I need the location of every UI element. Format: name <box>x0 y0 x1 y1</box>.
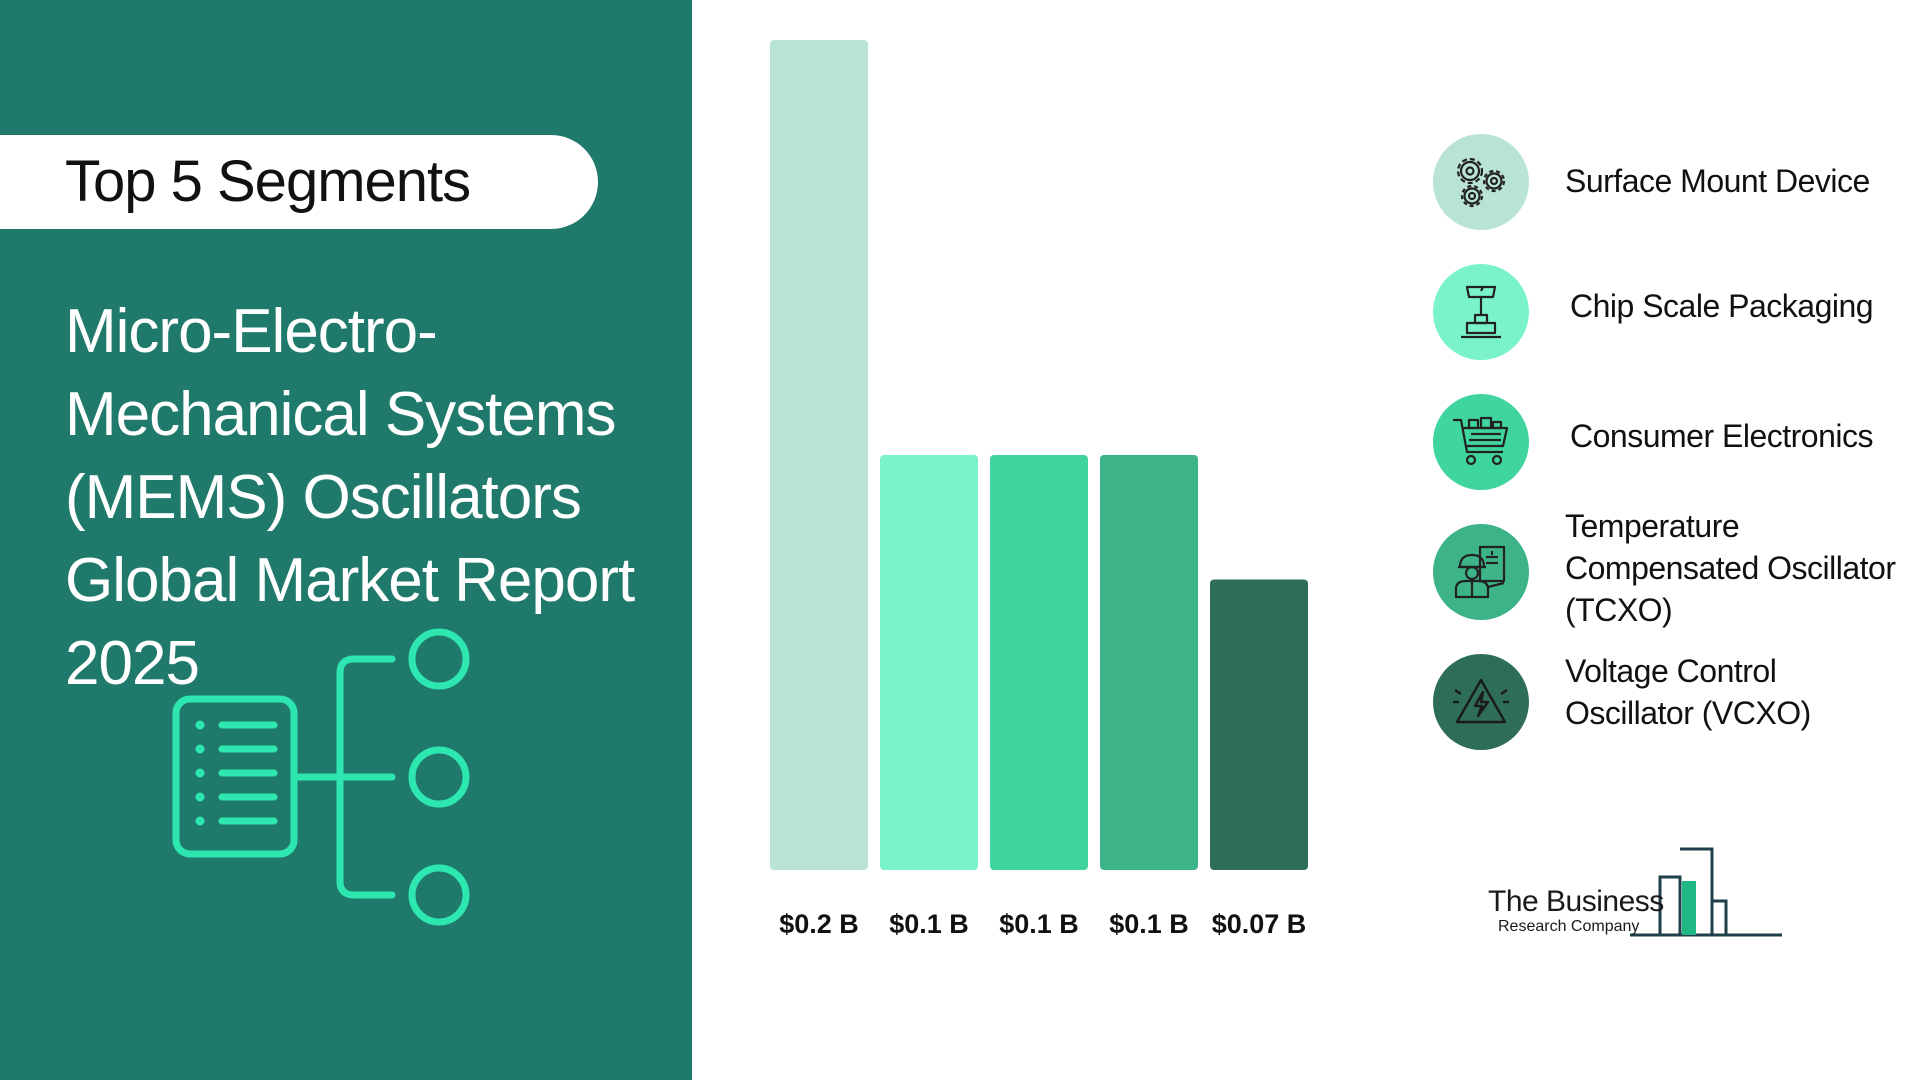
voltage-warning-icon <box>1453 678 1509 724</box>
legend-label: Consumer Electronics <box>1570 418 1874 454</box>
gears-icon <box>1456 157 1506 208</box>
segments-badge <box>0 135 598 229</box>
legend-swatch <box>1433 654 1529 750</box>
bar-value-label: $0.1 B <box>1109 909 1189 939</box>
bar-5 <box>1210 579 1308 870</box>
bar-value-label: $0.07 B <box>1212 909 1307 939</box>
report-title: Micro-Electro-Mechanical Systems (MEMS) … <box>65 297 635 698</box>
legend-swatch <box>1433 394 1529 490</box>
bar-value-label: $0.2 B <box>779 909 859 939</box>
chip-tool-icon <box>1461 285 1501 339</box>
legend-item-surface-mount-device: Surface Mount Device <box>1425 120 1915 230</box>
logo-text-line2: Research Company <box>1498 918 1640 935</box>
legend-item-consumer-electronics: Consumer Electronics <box>1425 380 1915 490</box>
legend-label: Temperature Compensated Oscillator (TCXO… <box>1565 508 1896 628</box>
engineer-icon <box>1454 545 1506 599</box>
bar-4 <box>1100 455 1198 870</box>
legend-item-tcxo: Temperature Compensated Oscillator (TCXO… <box>1425 508 1915 628</box>
legend-label: Voltage Control Oscillator (VCXO) <box>1565 653 1811 731</box>
legend-item-chip-scale-packaging: Chip Scale Packaging <box>1425 250 1915 360</box>
bar-2 <box>880 455 978 870</box>
legend-item-vcxo: Voltage Control Oscillator (VCXO) <box>1425 640 1915 750</box>
bar-value-label: $0.1 B <box>999 909 1079 939</box>
bar-1 <box>770 40 868 870</box>
legend-swatch <box>1433 134 1529 230</box>
segments-badge-text: Top 5 Segments <box>65 149 471 214</box>
document-tree-icon <box>172 628 470 926</box>
bar-chart: $0.2 B $0.1 B $0.1 B $0.1 B $0.07 B <box>770 40 1308 939</box>
logo-text-line1: The Business <box>1488 885 1664 918</box>
legend-label: Surface Mount Device <box>1565 163 1870 199</box>
legend-swatch <box>1433 524 1529 620</box>
logo-buildings-icon <box>1630 847 1782 937</box>
shopping-cart-icon <box>1453 416 1509 466</box>
legend-swatch <box>1433 264 1529 360</box>
bar-3 <box>990 455 1088 870</box>
bar-value-label: $0.1 B <box>889 909 969 939</box>
legend-label: Chip Scale Packaging <box>1570 288 1874 324</box>
